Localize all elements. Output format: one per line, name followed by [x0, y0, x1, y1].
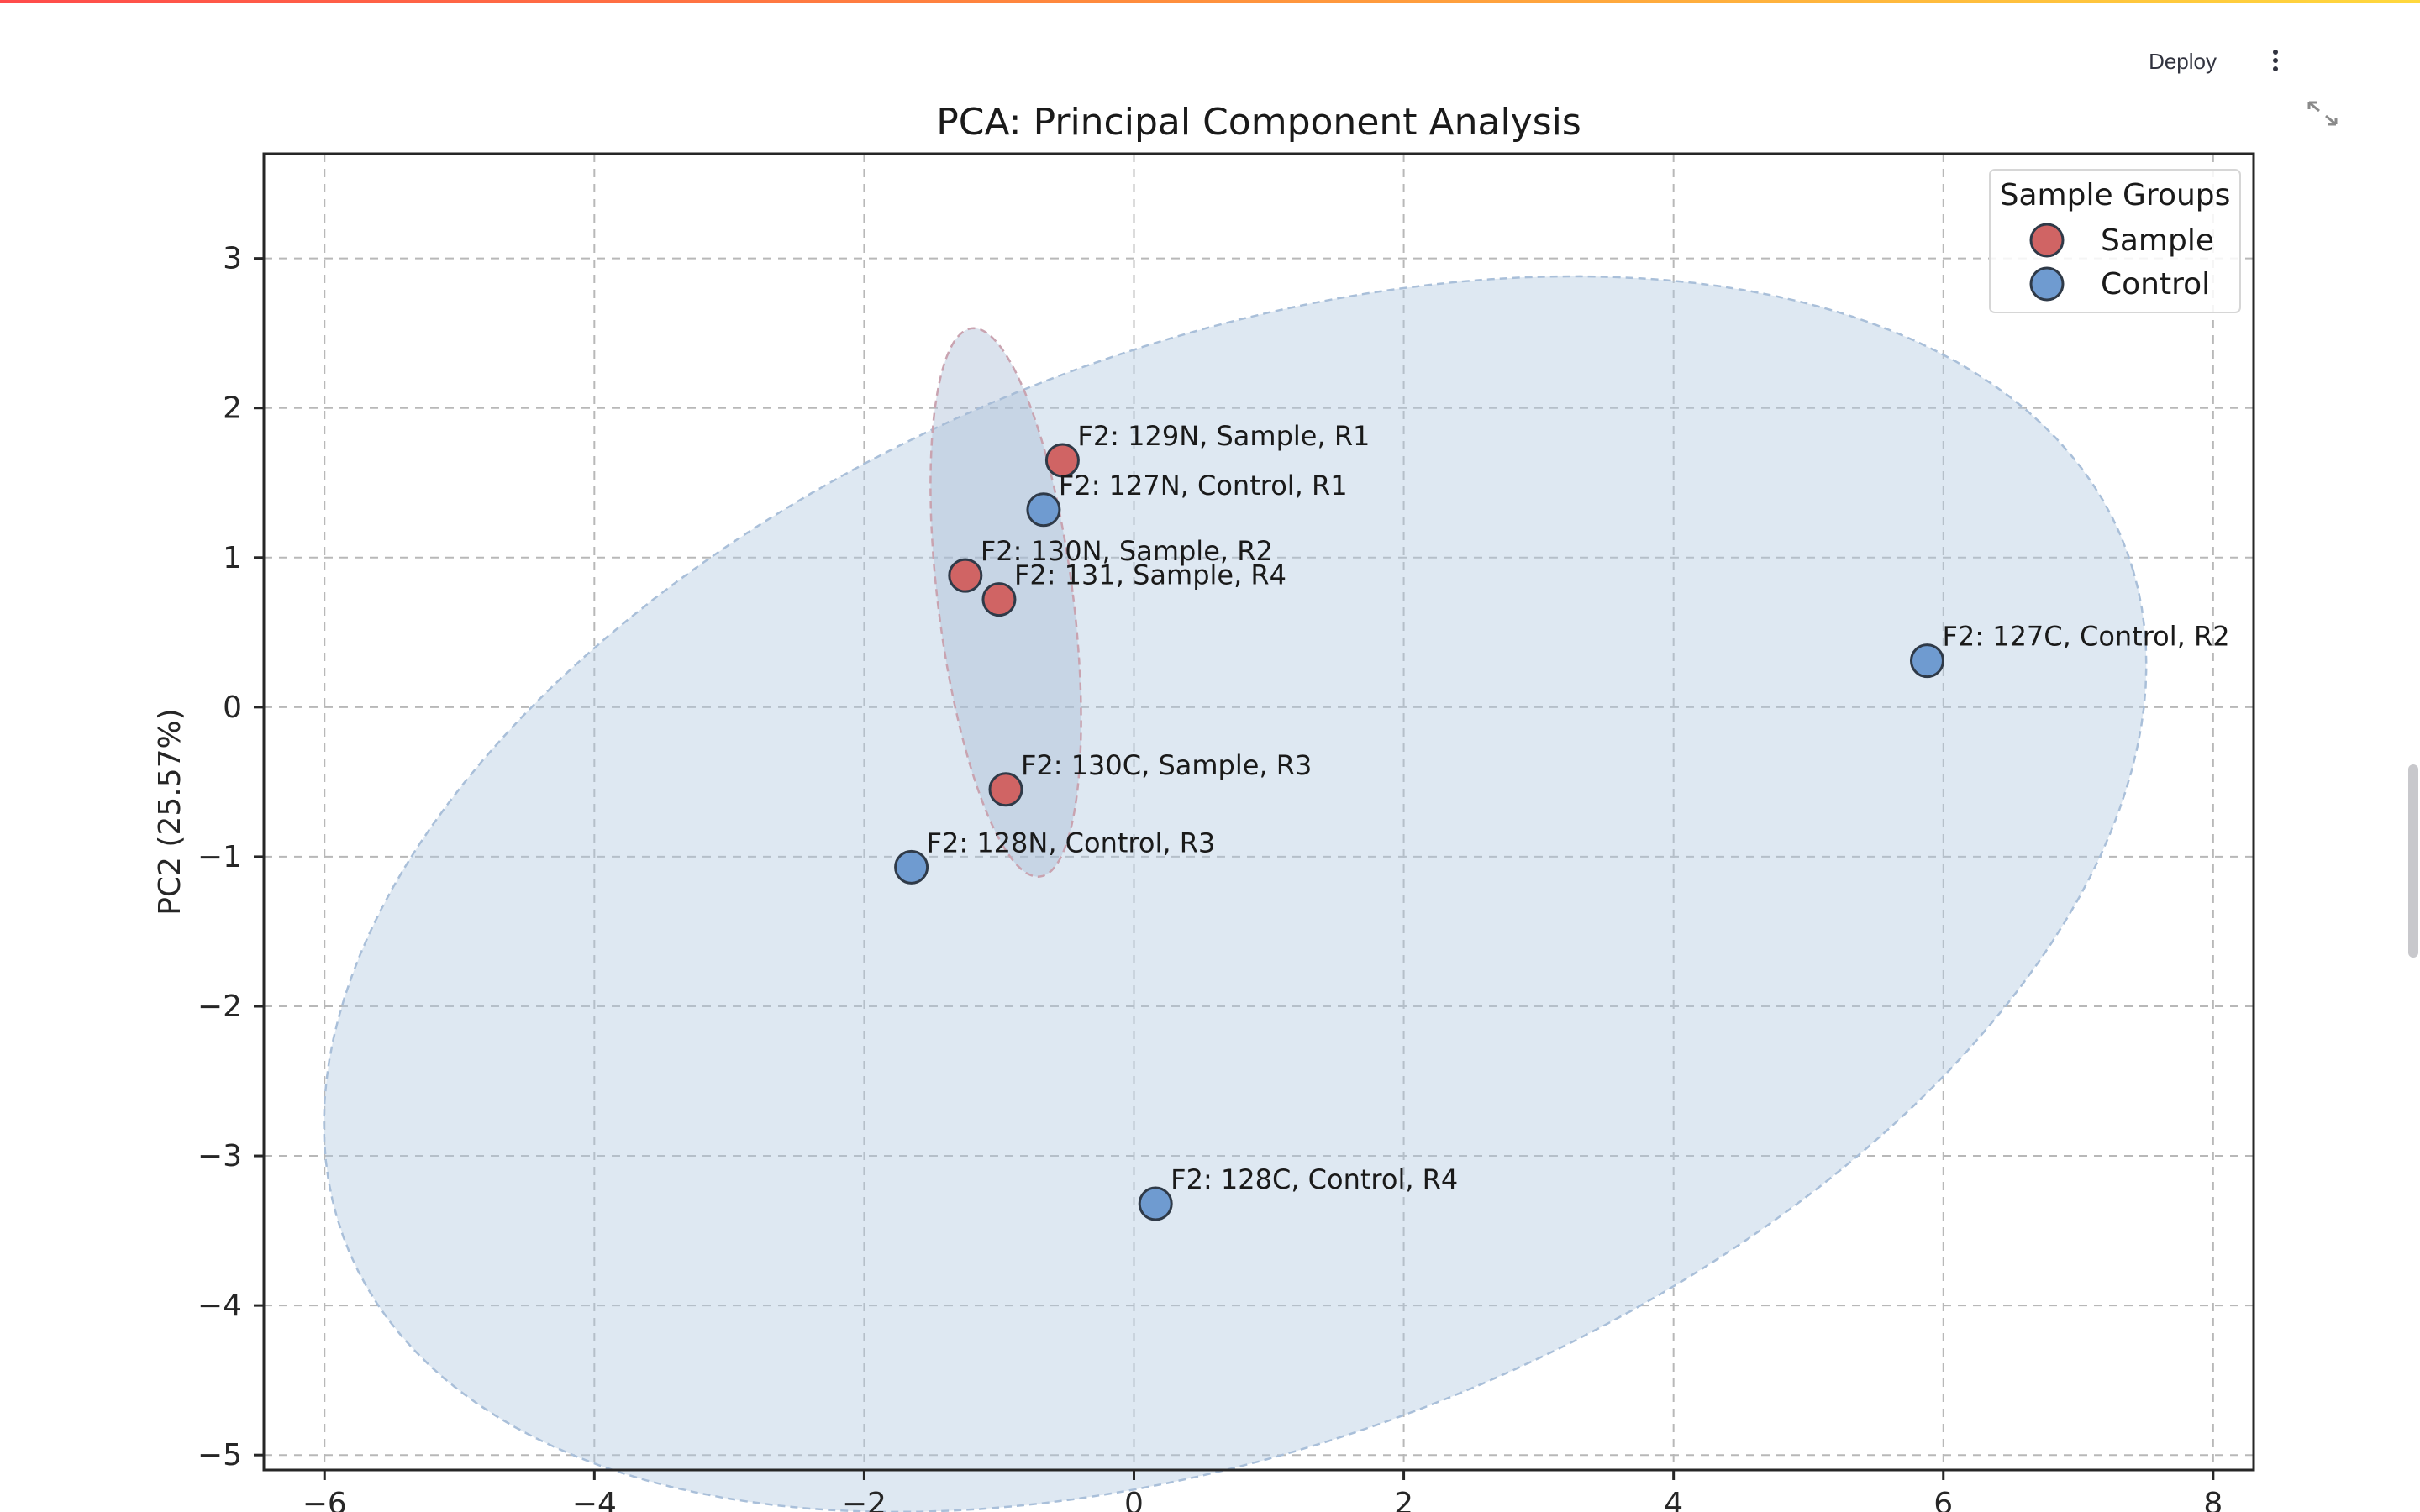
point-sample	[981, 582, 1017, 617]
deploy-button[interactable]: Deploy	[2139, 44, 2227, 80]
x-tick-label: 2	[1394, 1487, 1413, 1512]
legend-marker-control	[2029, 266, 2065, 302]
point-label: F2: 131, Sample, R4	[1014, 559, 1286, 591]
y-tick-label: −1	[197, 840, 242, 874]
legend-label: Sample	[2101, 223, 2214, 258]
point-label: F2: 127C, Control, R2	[1942, 621, 2229, 653]
y-tick-label: 1	[223, 541, 242, 575]
x-tick-label: 8	[2203, 1487, 2223, 1512]
x-tick-label: −4	[572, 1487, 617, 1512]
point-label: F2: 129N, Sample, R1	[1077, 420, 1370, 452]
y-tick-label: −3	[197, 1139, 242, 1173]
app-header: Deploy	[0, 3, 2420, 96]
more-vertical-icon[interactable]	[2257, 42, 2294, 79]
point-label: F2: 127N, Control, R1	[1059, 470, 1348, 501]
point-label: F2: 128N, Control, R3	[927, 827, 1216, 858]
x-tick-label: 6	[1933, 1487, 1953, 1512]
legend-marker-sample	[2029, 223, 2065, 258]
y-tick-label: −2	[197, 990, 242, 1024]
point-label: F2: 130C, Sample, R3	[1021, 749, 1312, 781]
point-control	[1138, 1186, 1173, 1221]
x-tick-label: −2	[842, 1487, 886, 1512]
group-ellipses	[323, 275, 2148, 1512]
point-labels: F2: 129N, Sample, R1 F2: 130N, Sample, R2…	[927, 420, 2230, 1195]
axis-ticks: −6 −4 −2 0 2 4 6 8 −5 −4 −3 −2 −1 0 1 2 3	[197, 242, 2223, 1512]
chart-title: PCA: Principal Component Analysis	[936, 101, 1581, 144]
legend-title: Sample Groups	[2000, 178, 2231, 213]
plot-frame	[262, 152, 2255, 1472]
app-decoration-bar	[0, 0, 2420, 3]
page-scrollbar[interactable]	[2408, 764, 2418, 958]
y-tick-label: 3	[223, 242, 242, 276]
point-label: F2: 130N, Sample, R2	[981, 535, 1273, 567]
data-points	[894, 443, 1944, 1221]
y-tick-label: −4	[197, 1289, 242, 1323]
point-control	[1026, 492, 1061, 528]
y-axis-label: PC2 (25.57%)	[153, 708, 187, 916]
point-sample	[948, 558, 983, 593]
fullscreen-expand-icon[interactable]	[2306, 99, 2339, 128]
legend-label: Control	[2101, 267, 2210, 302]
grid-lines	[264, 154, 2254, 1470]
point-sample	[1044, 443, 1080, 478]
ellipse-control	[323, 275, 2148, 1512]
point-label: F2: 128C, Control, R4	[1171, 1163, 1458, 1195]
point-control	[894, 849, 929, 885]
y-tick-label: −5	[197, 1438, 242, 1473]
point-control	[1909, 643, 1944, 679]
x-tick-label: 4	[1664, 1487, 1683, 1512]
x-tick-label: −6	[302, 1487, 347, 1512]
y-tick-label: 0	[223, 690, 242, 725]
x-tick-label: 0	[1124, 1487, 1144, 1512]
legend: Sample Groups Sample Control	[1989, 169, 2241, 313]
point-sample	[988, 772, 1023, 807]
y-tick-label: 2	[223, 391, 242, 426]
